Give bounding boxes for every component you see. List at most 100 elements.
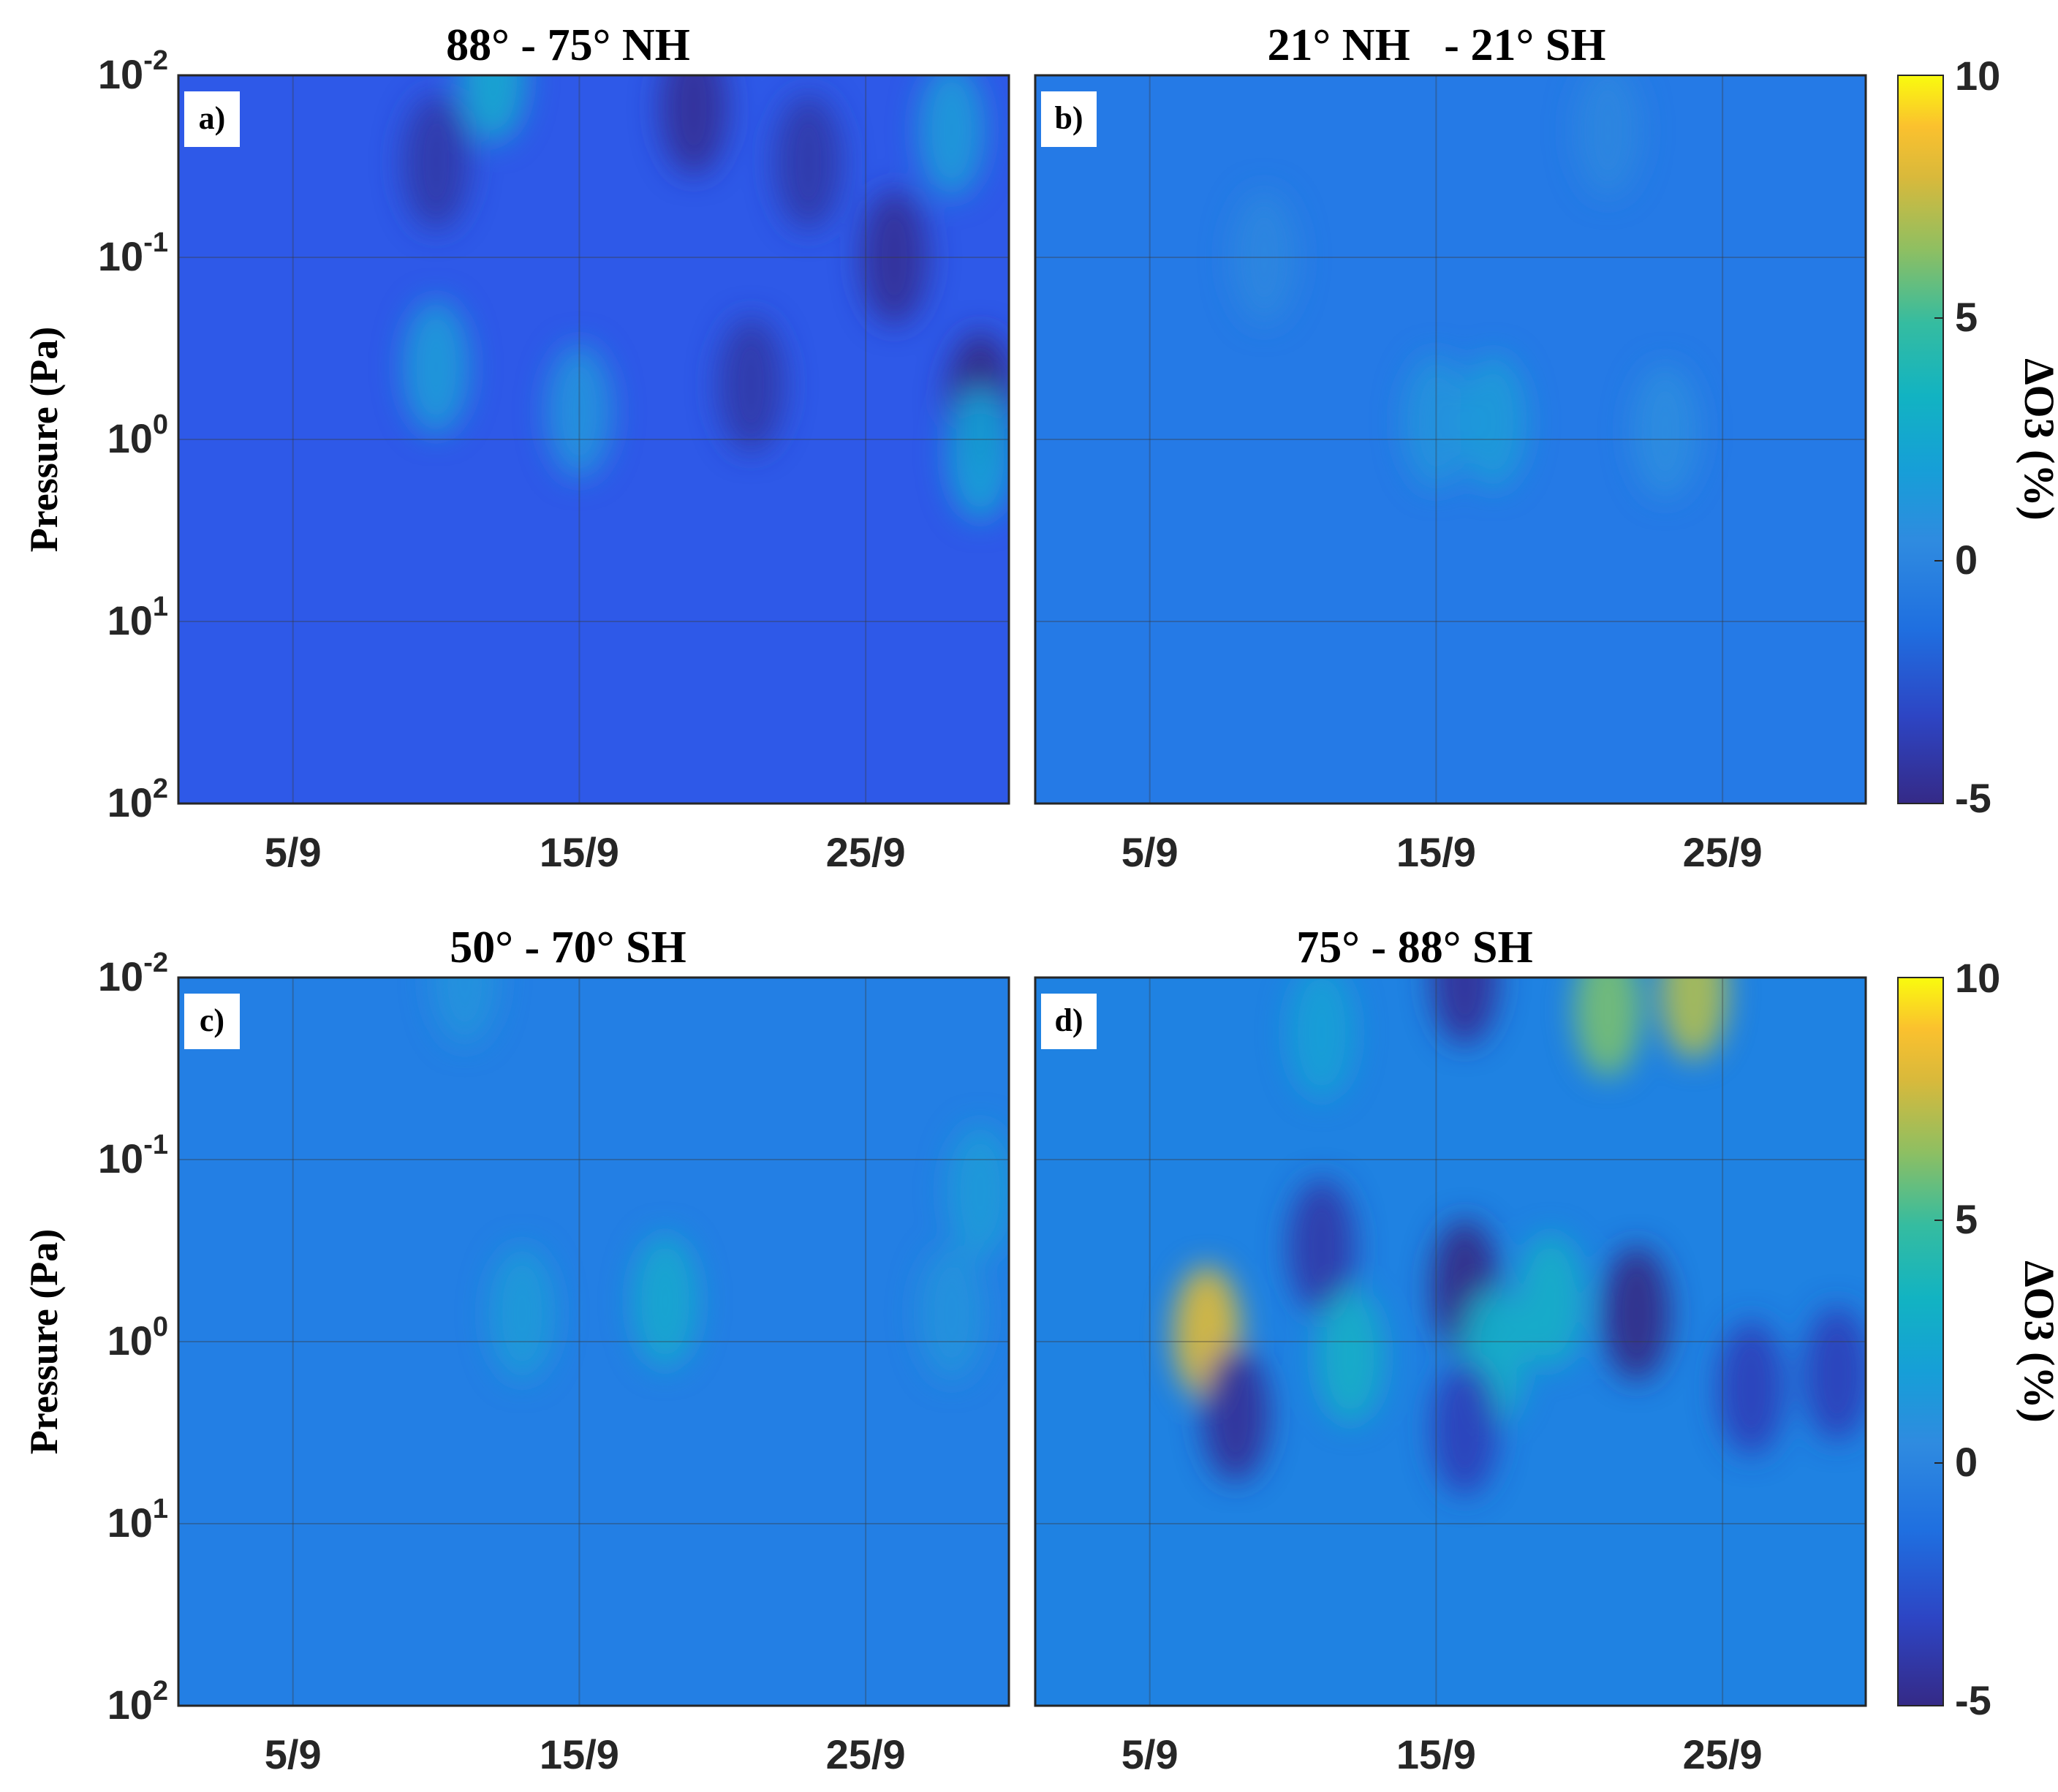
x-tick-label: 25/9 xyxy=(826,1731,906,1777)
contour-feature xyxy=(459,75,527,143)
y-tick-label: 10-1 xyxy=(98,227,168,279)
panel-label-box xyxy=(184,994,240,1049)
contour-feature xyxy=(1202,1347,1270,1482)
x-tick-label: 25/9 xyxy=(826,829,906,875)
x-tick-label: 5/9 xyxy=(265,1731,322,1777)
contour-feature xyxy=(431,978,499,1045)
contour-feature xyxy=(918,75,986,197)
colorbar-bottom: 10 5 0 -5 ΔO3 (%) xyxy=(1897,955,2058,1723)
grid xyxy=(178,978,1009,1706)
contour-feature xyxy=(946,1124,1009,1259)
colorbar-gradient xyxy=(1897,977,1944,1706)
contour-feature xyxy=(631,1233,699,1369)
y-axis-label: Pressure (Pa) xyxy=(22,1229,66,1454)
panel-c: 50° - 70° SH 10-2 10-1 100 101 102 5/9 15/9 25… xyxy=(22,923,1010,1777)
contour-feature xyxy=(1717,1320,1785,1456)
panel-label: d) xyxy=(1054,1002,1083,1038)
contour-feature xyxy=(1803,1306,1866,1441)
contour-feature xyxy=(717,317,785,453)
contour-feature xyxy=(1631,363,1699,499)
y-tick-labels: 10-2 10-1 100 101 102 xyxy=(98,948,168,1728)
x-tick-label: 25/9 xyxy=(1683,1731,1763,1777)
colorbar-tick-label: -5 xyxy=(1955,775,1991,821)
contour-feature xyxy=(860,190,928,325)
heatmap-blobs xyxy=(1230,75,1699,499)
y-tick-label: 100 xyxy=(107,409,168,461)
colorbar-top: 10 5 0 -5 ΔO3 (%) xyxy=(1897,53,2058,821)
x-tick-label: 15/9 xyxy=(1396,1731,1476,1777)
x-tick-label: 15/9 xyxy=(540,829,619,875)
x-tick-labels: 5/9 15/9 25/9 xyxy=(1121,829,1763,875)
x-tick-labels: 5/9 15/9 25/9 xyxy=(265,829,906,875)
contour-feature xyxy=(774,94,842,230)
colorbar-tick-label: 0 xyxy=(1955,1439,1978,1485)
panel-label-box xyxy=(184,91,240,147)
colorbar-tick-label: -5 xyxy=(1955,1677,1991,1723)
grid xyxy=(1035,75,1866,804)
y-tick-label: 101 xyxy=(107,591,168,643)
heatmap-blobs xyxy=(402,75,1009,521)
contour-feature xyxy=(545,344,613,479)
y-tick-label: 10-2 xyxy=(98,948,168,999)
grid xyxy=(178,75,1009,804)
panel-title: 21° NH - 21° SH xyxy=(1268,20,1606,70)
y-tick-labels: 10-2 10-1 100 101 102 xyxy=(98,45,168,825)
contour-feature xyxy=(660,75,728,175)
panel-label-box xyxy=(1041,994,1097,1049)
colorbar-tick-label: 5 xyxy=(1955,294,1978,340)
contour-feature xyxy=(1431,978,1499,1045)
colorbar-tick-label: 0 xyxy=(1955,537,1978,583)
x-tick-label: 15/9 xyxy=(1396,829,1476,875)
contour-feature xyxy=(1574,978,1642,1077)
panel-title: 50° - 70° SH xyxy=(450,923,686,972)
contour-feature xyxy=(402,299,470,434)
panel-title: 88° - 75° NH xyxy=(446,20,690,70)
x-tick-label: 25/9 xyxy=(1683,829,1763,875)
contour-feature xyxy=(1287,978,1355,1100)
colorbar-label: ΔO3 (%) xyxy=(2016,358,2058,521)
panel-label: a) xyxy=(199,100,226,136)
panel-title: 75° - 88° SH xyxy=(1296,923,1532,972)
x-tick-label: 5/9 xyxy=(265,829,322,875)
axes-frame xyxy=(1034,976,1867,1707)
y-tick-label: 10-2 xyxy=(98,45,168,97)
y-tick-label: 102 xyxy=(107,774,168,825)
panel-label: b) xyxy=(1054,100,1083,136)
contour-feature xyxy=(918,1246,986,1381)
contour-feature xyxy=(1603,1246,1671,1381)
colorbar-tick-label: 10 xyxy=(1955,53,2000,99)
panel-d: 75° - 88° SH 5/9 15/9 25/9 d) xyxy=(1034,923,1867,1777)
contour-feature xyxy=(1287,1179,1355,1314)
y-tick-label: 100 xyxy=(107,1312,168,1364)
x-tick-label: 15/9 xyxy=(540,1731,619,1777)
y-tick-label: 10-1 xyxy=(98,1130,168,1182)
colorbar-label: ΔO3 (%) xyxy=(2016,1260,2058,1423)
y-tick-label: 102 xyxy=(107,1676,168,1728)
x-tick-labels: 5/9 15/9 25/9 xyxy=(1121,1731,1763,1777)
contour-feature xyxy=(1459,354,1527,489)
panel-a: 88° - 75° NH 10-2 10-1 100 101 102 5/9 15/9 25… xyxy=(22,20,1010,875)
heatmap-blobs xyxy=(1173,978,1866,1496)
grid xyxy=(1035,978,1866,1706)
colorbar-ticks: 10 5 0 -5 xyxy=(1934,53,2000,821)
contour-feature xyxy=(946,386,1009,521)
y-axis-label: Pressure (Pa) xyxy=(22,327,66,552)
contour-feature xyxy=(488,1246,556,1381)
x-tick-labels: 5/9 15/9 25/9 xyxy=(265,1731,906,1777)
y-tick-label: 101 xyxy=(107,1494,168,1546)
axes-frame xyxy=(177,74,1010,805)
contour-feature xyxy=(402,94,470,230)
colorbar-ticks: 10 5 0 -5 xyxy=(1934,955,2000,1723)
panel-b: 21° NH - 21° SH 5/9 15/9 25/9 b) xyxy=(1034,20,1867,875)
colorbar-gradient xyxy=(1897,75,1944,804)
axes-frame xyxy=(177,976,1010,1707)
panel-label-box xyxy=(1041,91,1097,147)
contour-feature xyxy=(1431,1361,1499,1496)
contour-feature xyxy=(1402,354,1470,489)
x-tick-label: 5/9 xyxy=(1121,829,1179,875)
contour-feature xyxy=(1574,75,1642,197)
heatmap-background xyxy=(178,978,1009,1706)
x-tick-label: 5/9 xyxy=(1121,1731,1179,1777)
colorbar-tick-label: 5 xyxy=(1955,1196,1978,1242)
